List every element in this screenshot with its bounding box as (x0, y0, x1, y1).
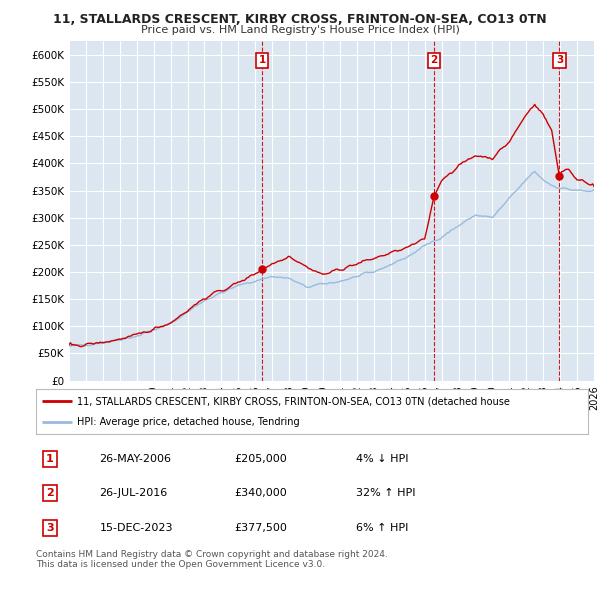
Text: 32% ↑ HPI: 32% ↑ HPI (356, 488, 416, 497)
Text: 3: 3 (46, 523, 53, 533)
Text: Price paid vs. HM Land Registry's House Price Index (HPI): Price paid vs. HM Land Registry's House … (140, 25, 460, 35)
Text: £377,500: £377,500 (235, 523, 287, 533)
Text: 26-MAY-2006: 26-MAY-2006 (100, 454, 172, 464)
Text: 26-JUL-2016: 26-JUL-2016 (100, 488, 168, 497)
Text: 1: 1 (46, 454, 53, 464)
Text: 2: 2 (431, 55, 438, 65)
Text: 11, STALLARDS CRESCENT, KIRBY CROSS, FRINTON-ON-SEA, CO13 0TN: 11, STALLARDS CRESCENT, KIRBY CROSS, FRI… (53, 13, 547, 26)
Text: 1: 1 (259, 55, 266, 65)
Text: HPI: Average price, detached house, Tendring: HPI: Average price, detached house, Tend… (77, 417, 300, 427)
Text: 4% ↓ HPI: 4% ↓ HPI (356, 454, 409, 464)
Text: 6% ↑ HPI: 6% ↑ HPI (356, 523, 409, 533)
Text: £340,000: £340,000 (235, 488, 287, 497)
Text: 2: 2 (46, 488, 53, 497)
Text: 3: 3 (556, 55, 563, 65)
Text: Contains HM Land Registry data © Crown copyright and database right 2024.
This d: Contains HM Land Registry data © Crown c… (36, 550, 388, 569)
Text: 11, STALLARDS CRESCENT, KIRBY CROSS, FRINTON-ON-SEA, CO13 0TN (detached house: 11, STALLARDS CRESCENT, KIRBY CROSS, FRI… (77, 396, 510, 407)
Text: 15-DEC-2023: 15-DEC-2023 (100, 523, 173, 533)
Text: £205,000: £205,000 (235, 454, 287, 464)
